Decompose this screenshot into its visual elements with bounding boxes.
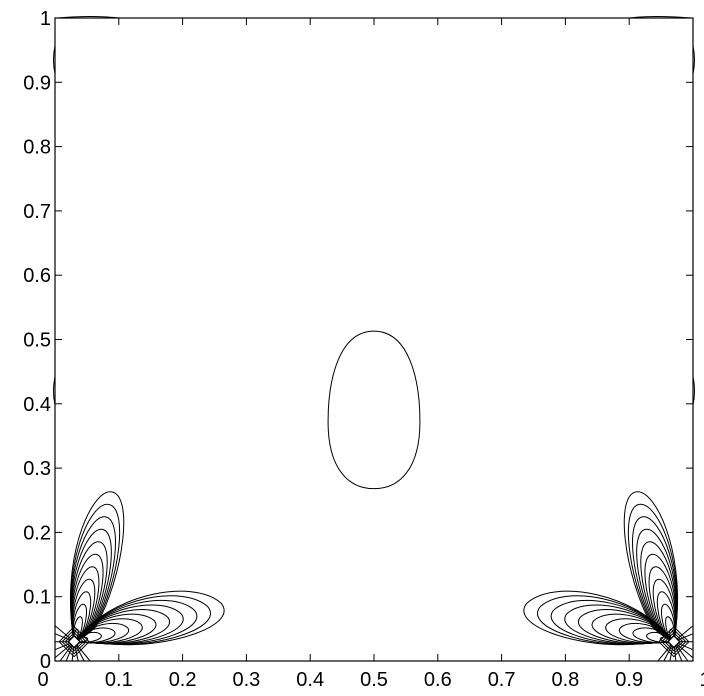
x-tick-label: 1: [699, 669, 704, 691]
wall-contour-right: [692, 45, 695, 74]
wall-contour-left: [53, 376, 56, 406]
y-tick-label: 0.3: [23, 458, 51, 480]
x-tick-label: 0.1: [105, 669, 133, 691]
corner-core-contour: [58, 626, 90, 658]
y-tick-label: 0.7: [23, 201, 51, 223]
plot-frame: [54, 17, 694, 662]
x-tick-label: 0.3: [232, 669, 260, 691]
wall-contour-left: [53, 45, 56, 74]
x-tick-labels: 0 0.1 0.2 0.3 0.4 0.5 0.6 0.7 0.8 0.9 1: [37, 669, 704, 691]
top-contour-right: [629, 16, 692, 19]
y-tick-label: 0.1: [23, 587, 51, 609]
wall-contour-right: [692, 376, 695, 406]
y-tick-label: 0: [40, 651, 51, 673]
corner-vortex-left: [54, 491, 225, 662]
x-tick-label: 0.2: [169, 669, 197, 691]
x-tick-label: 0: [37, 669, 48, 691]
corner-core-contour: [61, 629, 87, 655]
y-tick-label: 0.5: [23, 330, 51, 352]
horizontal-lobe-contour: [73, 590, 225, 646]
y-tick-label: 0.2: [23, 522, 51, 544]
ticks: [54, 17, 694, 662]
y-tick-label: 0.9: [23, 72, 51, 94]
y-tick-labels: 0 0.1 0.2 0.3 0.4 0.5 0.6 0.7 0.8 0.9 1: [23, 8, 51, 673]
vertical-lobe-contour: [623, 491, 678, 643]
x-tick-label: 0.7: [488, 669, 516, 691]
top-contour-left: [56, 16, 119, 19]
y-tick-label: 0.8: [23, 137, 51, 159]
vortex-core-marker: [666, 634, 681, 649]
axes: [54, 17, 694, 662]
vertical-lobe-contour: [70, 491, 125, 643]
x-tick-label: 0.5: [360, 669, 388, 691]
y-tick-label: 0.6: [23, 265, 51, 287]
vortex-core-marker: [67, 634, 82, 649]
x-tick-label: 0.9: [615, 669, 643, 691]
x-tick-label: 0.8: [551, 669, 579, 691]
corner-vortex-right: [523, 491, 694, 662]
horizontal-lobe-contour: [523, 590, 675, 646]
y-tick-label: 0.4: [23, 394, 51, 416]
y-tick-label: 1: [40, 8, 51, 30]
central-contour: [327, 330, 421, 490]
x-tick-label: 0.4: [296, 669, 324, 691]
x-tick-label: 0.6: [424, 669, 452, 691]
contour-lines: [53, 16, 695, 662]
